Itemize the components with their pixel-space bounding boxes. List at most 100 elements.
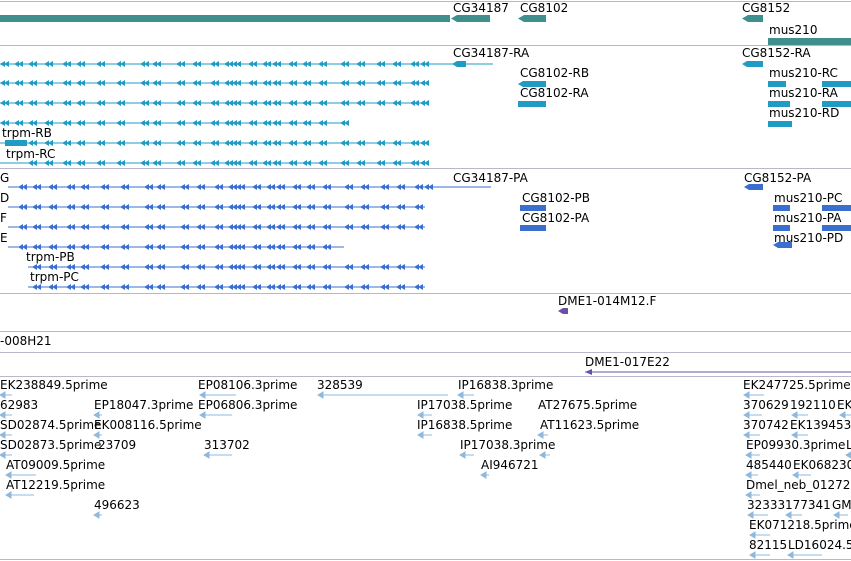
exon-arrow (272, 61, 277, 67)
exon-arrow (100, 61, 105, 67)
exon-arrow (156, 80, 161, 86)
clone-feature[interactable] (585, 369, 592, 375)
exon-arrow (36, 204, 41, 210)
clone-label: -008H21 (0, 334, 52, 348)
exon-arrow (232, 224, 237, 230)
exon-arrow (232, 160, 237, 166)
gene-feature[interactable] (451, 15, 490, 22)
gene-feature[interactable] (518, 15, 546, 22)
exon-arrow (236, 160, 241, 166)
exon-arrow (262, 80, 267, 86)
exon[interactable] (742, 61, 763, 67)
exon-arrow (104, 284, 109, 290)
est-label: 370742 (743, 418, 789, 432)
gene-feature[interactable] (768, 38, 851, 45)
transcript-exons[interactable] (5, 61, 851, 146)
exon-arrow (224, 80, 229, 86)
exon[interactable] (773, 225, 790, 231)
exon-arrow (44, 160, 49, 166)
exon[interactable] (822, 225, 851, 231)
exon-arrow (96, 140, 101, 146)
exon[interactable] (822, 81, 851, 87)
exon-arrow (80, 244, 85, 250)
est-label: AT11623.5prime (540, 418, 639, 432)
exon[interactable] (773, 205, 790, 211)
exon-arrow (424, 80, 429, 86)
exon[interactable] (518, 101, 546, 107)
exon-arrow (306, 284, 311, 290)
transcript-label: mus210-PC (774, 191, 842, 205)
exon-arrow (116, 160, 121, 166)
exon-arrow (310, 244, 315, 250)
exon[interactable] (773, 242, 792, 248)
exon-arrow (144, 244, 149, 250)
exon-arrow (124, 224, 129, 230)
gene-feature[interactable] (742, 15, 763, 22)
exon-arrow (214, 80, 219, 86)
exon-arrow (344, 140, 349, 146)
exon-arrow (148, 224, 153, 230)
exon-arrow (52, 244, 57, 250)
exon-arrow (302, 100, 307, 106)
exon-arrow (348, 224, 353, 230)
est-features[interactable] (0, 391, 851, 559)
est-arrow (743, 411, 750, 419)
exon-arrow (116, 100, 121, 106)
exon-arrow (214, 100, 219, 106)
exon-arrow (176, 160, 181, 166)
exon[interactable] (520, 225, 546, 231)
exon-arrow (100, 100, 105, 106)
clone-feature[interactable] (558, 308, 568, 314)
exon-arrow (160, 184, 165, 190)
exon[interactable] (768, 101, 790, 107)
exon-arrow (400, 224, 405, 230)
exon-arrow (156, 160, 161, 166)
exon-arrow (424, 160, 429, 166)
exon-arrow (100, 80, 105, 86)
exon[interactable] (744, 184, 763, 190)
exon-arrow (44, 100, 49, 106)
exon-arrow (22, 184, 27, 190)
exon-arrow (22, 244, 27, 250)
est-label: 192110 (790, 398, 836, 412)
transcript-exons[interactable] (520, 184, 851, 248)
est-label: SD02874.5prime (0, 418, 101, 432)
exon[interactable] (518, 81, 546, 87)
exon-arrow (176, 61, 181, 67)
exon-arrow (66, 224, 71, 230)
transcript-label: CG8102-RA (520, 86, 589, 100)
est-arrow (743, 391, 750, 399)
exon[interactable] (822, 205, 851, 211)
est-arrow (199, 411, 206, 419)
exon[interactable] (768, 121, 792, 127)
exon-arrow (120, 120, 125, 126)
est-label: IP17038.3prime (460, 438, 555, 452)
exon-arrow (344, 204, 349, 210)
exon[interactable] (5, 140, 27, 146)
exon-arrow (296, 264, 301, 270)
exon-arrow (326, 204, 331, 210)
exon-arrow (152, 120, 157, 126)
exon-arrow (62, 140, 67, 146)
exon[interactable] (822, 101, 851, 107)
exon-arrow (396, 284, 401, 290)
gene-feature[interactable] (0, 15, 450, 22)
exon-arrow (120, 80, 125, 86)
exon-arrow (84, 284, 89, 290)
exon-arrow (124, 284, 129, 290)
exon-arrow (248, 100, 253, 106)
exon-arrow (180, 284, 185, 290)
exon-arrow (428, 184, 433, 190)
exon-arrow (144, 61, 149, 67)
exon-arrow (18, 204, 23, 210)
exon-arrow (340, 61, 345, 67)
exon[interactable] (452, 61, 466, 67)
exon-arrow (266, 61, 271, 67)
exon-arrow (32, 264, 37, 270)
exon[interactable] (520, 205, 546, 211)
exon[interactable] (768, 81, 786, 87)
transcript-arrows (18, 184, 433, 290)
exon-arrow (236, 224, 241, 230)
exon-arrow (228, 100, 233, 106)
exon-arrow (214, 244, 219, 250)
